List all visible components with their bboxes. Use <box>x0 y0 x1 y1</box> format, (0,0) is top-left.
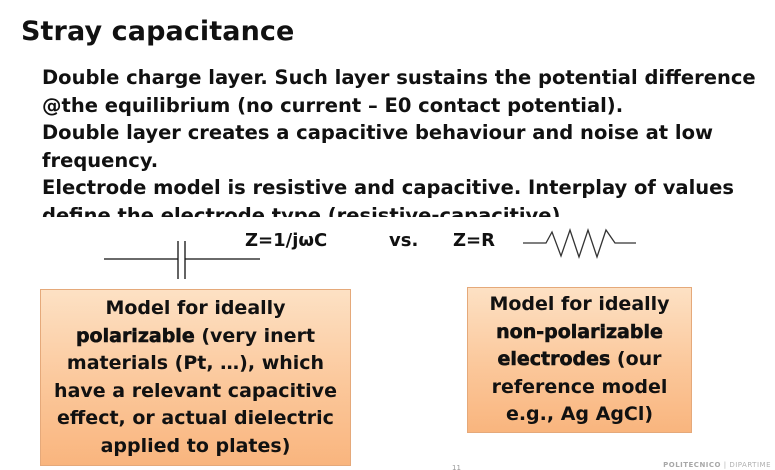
box-line: electrodes (our <box>468 346 691 374</box>
body-line: Electrode model is resistive and capacit… <box>42 176 734 199</box>
versus-label: vs. <box>389 230 419 251</box>
body-line: Double layer creates a capacitive behavi… <box>42 121 714 144</box>
body-line: frequency. <box>42 148 159 172</box>
box-line: reference model <box>491 375 668 398</box>
capacitor-icon <box>104 241 260 279</box>
body-line-clipped-text: define the electrode type (resistive-cap… <box>42 203 561 217</box>
box-line: polarizable (very inert <box>41 323 350 351</box>
box-line: applied to plates) <box>100 434 291 457</box>
box-line: e.g., Ag AgCl) <box>505 403 654 425</box>
body-line: @the equilibrium (no current – E0 contac… <box>42 93 624 117</box>
resistor-impedance-formula: Z=R <box>453 230 495 251</box>
box-line: have a relevant capacitive <box>54 379 337 402</box>
box-line: Model for ideally <box>489 293 670 315</box>
box-line-rest: (our <box>610 348 662 370</box>
polarizable-term: polarizable <box>75 324 195 347</box>
body-text: Double charge layer. Such layer sustains… <box>42 64 772 217</box>
non-polarizable-model-box: Model for ideally non-polarizable electr… <box>467 287 692 433</box>
footer-logo-text: POLITECNICO | DIPARTIME <box>663 461 771 469</box>
footer-org: POLITECNICO <box>663 461 721 469</box>
footer-dept: DIPARTIME <box>729 461 771 469</box>
footer-separator: | <box>721 461 730 469</box>
resistor-icon <box>523 227 636 260</box>
page-number: 11 <box>452 464 461 470</box>
capacitor-impedance-formula: Z=1/jωC <box>245 230 328 251</box>
electrodes-term: electrodes <box>497 348 611 371</box>
slide-title: Stray capacitance <box>21 16 295 47</box>
non-polarizable-term: non-polarizable <box>496 320 663 343</box>
box-line: materials (Pt, …), which <box>66 352 325 374</box>
body-line-clipped: define the electrode type (resistive-cap… <box>42 202 772 217</box>
box-line: effect, or actual dielectric <box>57 407 334 429</box>
polarizable-model-box: Model for ideally polarizable (very iner… <box>40 289 351 466</box>
box-line: Model for ideally <box>105 297 286 319</box>
box-line-rest: (very inert <box>194 324 316 347</box>
body-line: Double charge layer. Such layer sustains… <box>42 66 756 89</box>
